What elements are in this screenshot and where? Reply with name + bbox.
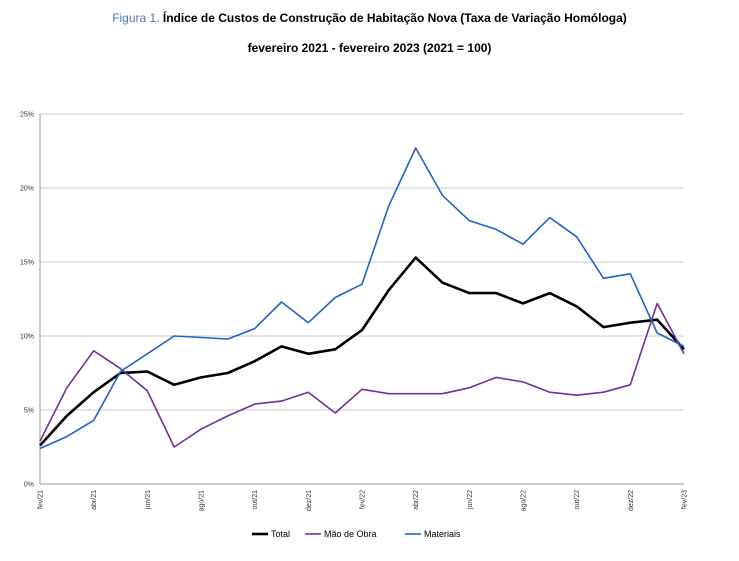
x-tick-label: jun/21 — [145, 490, 152, 510]
x-tick-label: out/22 — [574, 490, 581, 510]
y-tick-label: 25% — [20, 112, 34, 119]
y-axis-ticks: 0% 5% 10% 15% 20% 25% — [20, 112, 34, 489]
legend-label: Mão de Obra — [324, 529, 377, 539]
y-tick-label: 0% — [24, 482, 34, 489]
series-line-total — [39, 256, 685, 447]
y-tick-label: 15% — [20, 260, 34, 267]
series-line-mao-de-obra — [39, 302, 685, 448]
chart-subtitle: fevereiro 2021 - fevereiro 2023 (2021 = … — [247, 41, 492, 55]
x-tick-label: out/21 — [252, 490, 259, 510]
series-line-materiais — [39, 147, 685, 450]
x-tick-label: ago/21 — [199, 490, 206, 512]
x-axis-ticks: fev/21 abr/21 jun/21 ago/21 out/21 dez/21 fev/… — [38, 490, 689, 512]
y-tick-label: 20% — [20, 186, 34, 193]
chart-title-text: Índice de Custos de Construção de Habita… — [162, 11, 627, 25]
figure-number: Figura 1. — [112, 11, 160, 25]
legend: Total Mão de Obra Materiais — [252, 529, 461, 539]
x-tick-label: abr/22 — [413, 490, 420, 510]
x-tick-label: fev/22 — [360, 490, 367, 509]
x-tick-label: ago/22 — [521, 490, 528, 512]
x-tick-label: dez/22 — [628, 490, 635, 511]
x-tick-label: fev/21 — [38, 490, 45, 509]
x-tick-label: dez/21 — [306, 490, 313, 511]
gridlines — [39, 113, 684, 485]
x-tick-label: abr/21 — [91, 490, 98, 510]
y-tick-label: 5% — [24, 408, 34, 415]
chart-title: Figura 1. Índice de Custos de Construção… — [0, 11, 739, 25]
x-tick-label: jun/22 — [467, 490, 474, 510]
y-tick-label: 10% — [20, 334, 34, 341]
legend-label: Materiais — [424, 529, 461, 539]
x-tick-label: fev/23 — [682, 490, 689, 509]
legend-label: Total — [271, 529, 290, 539]
series-lines — [39, 147, 685, 450]
